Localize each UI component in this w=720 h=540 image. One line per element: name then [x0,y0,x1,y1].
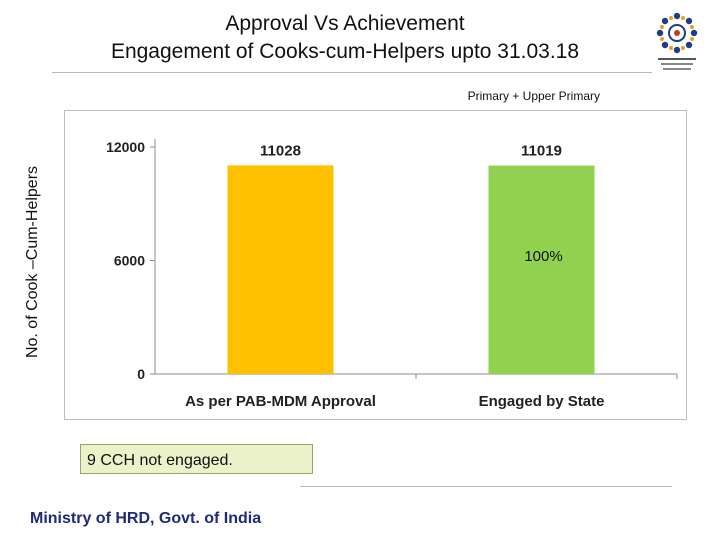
page-title-line-2: Engagement of Cooks-cum-Helpers upto 31.… [110,40,580,63]
page-title-line-1: Approval Vs Achievement [225,12,465,35]
note-box: 9 CCH not engaged. [80,444,313,474]
bar-data-label: 11019 [521,143,562,160]
bar [488,165,595,374]
title-block: Approval Vs Achievement Engagement of Co… [40,10,650,66]
mdm-logo-icon [652,10,702,74]
bar-data-label: 11028 [260,142,301,159]
y-axis-label: No. of Cook –Cum-Helpers [24,165,41,359]
y-tick-label: 0 [137,366,145,382]
percent-annotation: 100% [524,248,562,265]
title-divider [52,72,652,73]
bar-chart: 0 6000 12000 11028 As per PAB-MDM Approval 11… [106,139,678,410]
y-tick-label: 12000 [106,139,145,155]
x-category-label: As per PAB-MDM Approval [185,393,376,410]
chart-subtitle: Primary + Upper Primary [467,89,600,103]
footer-text: Ministry of HRD, Govt. of India [30,510,262,527]
bar [227,165,334,374]
footer-divider [300,486,672,487]
y-tick-label: 6000 [114,253,145,269]
chart-frame: 0 6000 12000 11028 As per PAB-MDM Approval 11… [64,110,687,420]
x-category-label: Engaged by State [479,393,605,410]
note-text: 9 CCH not engaged. [87,452,233,469]
